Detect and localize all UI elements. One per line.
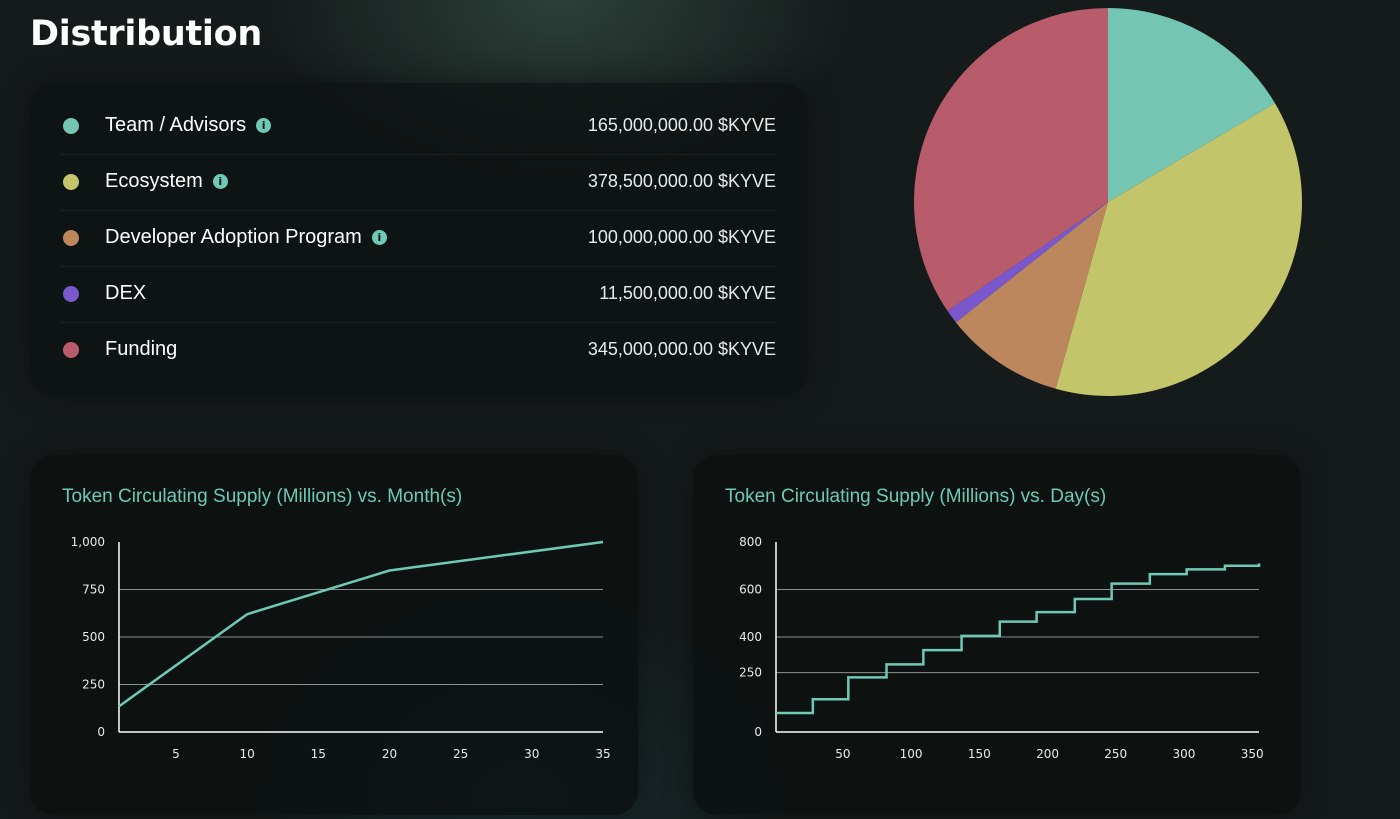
y-tick-label: 750 xyxy=(82,583,105,597)
funding-label: Funding xyxy=(105,338,178,360)
y-tick-label: 800 xyxy=(739,535,762,549)
distribution-pie-chart xyxy=(914,8,1302,397)
y-tick-label: 600 xyxy=(739,583,762,597)
daily-supply-chart: 0 250 400 600 800 50 100 150 200 250 300 350 xyxy=(739,535,1264,761)
legend-item-ecosystem: Ecosystem i 378,500,000.00 $KYVE xyxy=(60,154,776,211)
y-tick-label: 1,000 xyxy=(71,535,105,549)
daily-supply-chart-title: Token Circulating Supply (Millions) vs. … xyxy=(725,486,1107,507)
x-tick-label: 30 xyxy=(524,747,539,761)
x-tick-label: 350 xyxy=(1241,747,1264,761)
legend-label: Team / Advisors i xyxy=(105,114,272,137)
pie-slice-ecosystem xyxy=(1055,103,1302,397)
x-tick-label: 300 xyxy=(1173,747,1196,761)
y-tick-label: 400 xyxy=(739,630,762,644)
daily-supply-chart-card: Token Circulating Supply (Millions) vs. … xyxy=(693,455,1301,815)
x-tick-label: 20 xyxy=(382,747,397,761)
legend-item-developer-adoption-program: Developer Adoption Program i 100,000,000.… xyxy=(60,210,776,267)
y-tick-label: 0 xyxy=(754,725,762,739)
legend-item-dex: DEX 11,500,000.00 $KYVE xyxy=(60,266,776,323)
y-tick-label: 250 xyxy=(739,666,762,680)
monthly-supply-chart-card: Token Circulating Supply (Millions) vs. … xyxy=(30,455,638,815)
pie-slice-dex xyxy=(947,202,1108,323)
legend-label: Developer Adoption Program i xyxy=(105,226,387,249)
x-tick-label: 100 xyxy=(900,747,923,761)
monthly-supply-chart-title: Token Circulating Supply (Millions) vs. … xyxy=(62,486,463,507)
ecosystem-label: Ecosystem xyxy=(105,170,203,192)
ecosystem-amount: 378,500,000.00 $KYVE xyxy=(587,171,776,191)
x-tick-label: 150 xyxy=(968,747,991,761)
legend-label: Ecosystem i xyxy=(105,170,228,193)
legend-item-funding: Funding 345,000,000.00 $KYVE xyxy=(60,322,776,378)
monthly-supply-chart: 0 250 500 750 1,000 5 10 15 20 25 30 35 xyxy=(71,535,611,761)
x-tick-label: 5 xyxy=(172,747,180,761)
funding-color-dot xyxy=(63,342,79,358)
x-tick-label: 15 xyxy=(311,747,326,761)
dex-color-dot xyxy=(63,286,79,302)
developer-adoption-label: Developer Adoption Program xyxy=(105,226,362,248)
legend-item-team-advisors: Team / Advisors i 165,000,000.00 $KYVE xyxy=(60,98,776,155)
x-tick-label: 200 xyxy=(1036,747,1059,761)
info-icon[interactable]: i xyxy=(212,174,228,189)
supply-series-line xyxy=(776,563,1261,715)
pie-slice-team-advisors xyxy=(1108,8,1275,202)
y-tick-label: 0 xyxy=(97,725,105,739)
y-tick-label: 500 xyxy=(82,630,105,644)
info-icon[interactable]: i xyxy=(371,230,387,245)
pie-slice-funding xyxy=(914,8,1108,312)
distribution-legend-card: Team / Advisors i 165,000,000.00 $KYVE Ec… xyxy=(30,83,808,395)
developer-adoption-amount: 100,000,000.00 $KYVE xyxy=(587,227,776,247)
pie-slice-developer-adoption-program xyxy=(955,202,1108,389)
dex-label: DEX xyxy=(105,282,147,304)
x-tick-label: 35 xyxy=(595,747,610,761)
x-tick-label: 25 xyxy=(453,747,468,761)
page-title: Distribution xyxy=(30,14,262,54)
team-advisors-color-dot xyxy=(63,118,79,134)
x-tick-label: 250 xyxy=(1104,747,1127,761)
info-icon[interactable]: i xyxy=(256,118,272,133)
team-advisors-label: Team / Advisors xyxy=(105,114,247,136)
team-advisors-amount: 165,000,000.00 $KYVE xyxy=(587,115,776,135)
ecosystem-color-dot xyxy=(63,174,79,190)
y-tick-label: 250 xyxy=(82,678,105,692)
supply-series-line xyxy=(118,540,604,708)
funding-amount: 345,000,000.00 $KYVE xyxy=(587,339,776,359)
dex-amount: 11,500,000.00 $KYVE xyxy=(599,283,776,303)
x-tick-label: 10 xyxy=(239,747,254,761)
x-tick-label: 50 xyxy=(835,747,850,761)
developer-adoption-color-dot xyxy=(63,230,79,246)
